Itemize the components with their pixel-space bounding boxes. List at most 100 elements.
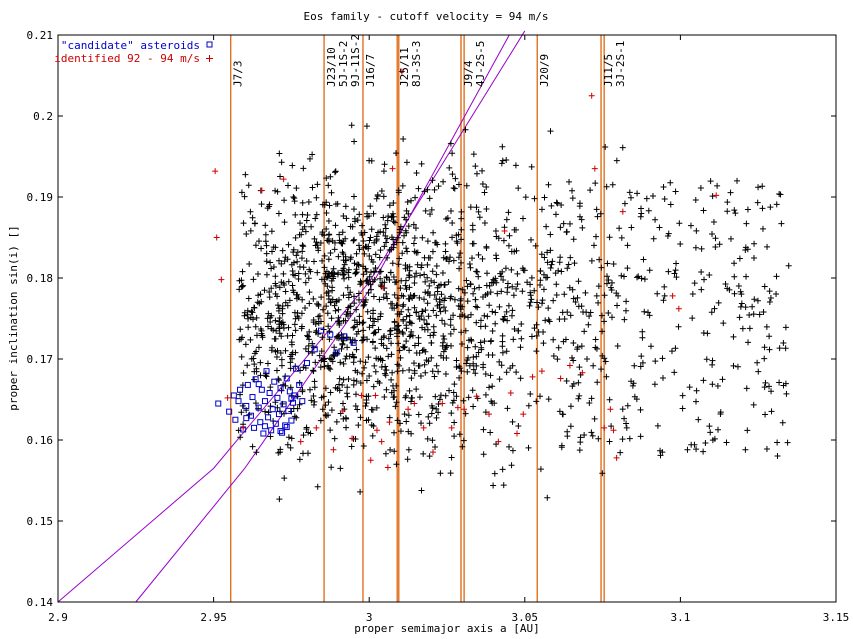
resonance-label: J7/3	[232, 61, 245, 88]
candidate-point	[226, 408, 233, 415]
identified-point	[591, 165, 598, 172]
plot-frame	[57, 34, 837, 603]
resonance-label: 5J-1S-2	[337, 41, 350, 87]
resonance-label: J20/9	[538, 54, 551, 87]
candidate-point	[263, 368, 270, 375]
candidate-point	[255, 404, 262, 411]
identified-point	[389, 165, 396, 172]
y-tick-label: 0.19	[27, 191, 54, 204]
candidate-point	[235, 398, 242, 405]
candidate-point	[283, 424, 290, 431]
identified-point	[386, 419, 393, 426]
candidate-point	[269, 406, 276, 413]
identified-asteroids-series	[212, 68, 720, 471]
identified-point	[448, 424, 455, 431]
identified-point	[507, 390, 514, 397]
identified-point	[358, 392, 365, 399]
candidate-point	[289, 399, 296, 406]
identified-point	[538, 368, 545, 375]
identified-point	[224, 394, 231, 401]
identified-point	[439, 400, 446, 407]
resonance-label: 4J-2S-5	[474, 41, 487, 87]
candidate-point	[279, 429, 286, 436]
identified-point	[520, 411, 527, 418]
x-tick-label: 3.1	[670, 611, 690, 624]
identified-point	[579, 369, 586, 376]
candidate-point	[288, 395, 295, 402]
identified-point	[420, 424, 427, 431]
y-axis-label: proper inclination sin(i) []	[7, 225, 20, 410]
candidate-point	[283, 375, 290, 382]
identified-point	[297, 438, 304, 445]
x-axis-label: proper semimajor axis a [AU]	[354, 622, 539, 635]
candidate-point	[311, 346, 318, 353]
candidate-point	[277, 428, 284, 435]
candidate-point	[251, 424, 258, 431]
identified-point	[613, 454, 620, 461]
identified-point	[473, 393, 480, 400]
resonance-labels: J7/3 J23/10 5J-1S-2 9J-11S-2 J16/7 J25/11 8J-3…	[232, 34, 627, 87]
x-tick-label: 3	[366, 611, 373, 624]
candidate-point	[230, 392, 237, 399]
resonance-label: 8J-3S-3	[410, 41, 423, 87]
candidate-point	[243, 415, 250, 422]
candidate-point	[243, 402, 250, 409]
y-tick-label: 0.16	[27, 434, 54, 447]
candidate-point	[232, 416, 239, 423]
y-tick-label: 0.17	[27, 353, 54, 366]
identified-point	[367, 457, 374, 464]
candidate-point	[265, 414, 272, 421]
identified-point	[258, 187, 265, 194]
boundary-curve	[135, 34, 510, 603]
identified-point	[349, 435, 356, 442]
candidate-point	[291, 392, 298, 399]
identified-point	[405, 406, 412, 413]
candidate-point	[237, 386, 244, 393]
resonance-label: J23/10	[325, 47, 338, 87]
identified-point	[495, 438, 502, 445]
candidate-point	[293, 365, 300, 372]
identified-point	[514, 430, 521, 437]
background-markers	[235, 122, 792, 503]
identified-point	[378, 438, 385, 445]
identified-point	[461, 406, 468, 413]
identified-point	[339, 407, 346, 414]
identified-point	[218, 276, 225, 283]
identified-point	[669, 292, 676, 299]
legend: "candidate" asteroids identified 92 - 94…	[54, 39, 213, 65]
identified-point	[566, 362, 573, 369]
identified-point	[372, 392, 379, 399]
identified-point	[486, 411, 493, 418]
candidate-point	[350, 339, 357, 346]
resonance-label: J16/7	[364, 54, 377, 87]
y-tick-label: 0.14	[27, 596, 54, 609]
legend-square-marker	[206, 41, 213, 48]
y-axis-ticks: 0.14 0.15 0.16 0.17 0.18 0.19 0.2 0.21	[27, 29, 836, 609]
identified-point	[610, 427, 617, 434]
candidate-point	[282, 422, 289, 429]
background-asteroids	[235, 122, 792, 503]
identified-point	[588, 92, 595, 99]
identified-point	[212, 168, 219, 175]
candidate-point	[288, 417, 295, 424]
resonance-label: J25/11	[398, 47, 411, 87]
identified-point	[501, 228, 508, 235]
candidate-point	[255, 381, 262, 388]
candidate-point	[275, 411, 282, 418]
legend-label-candidates: "candidate" asteroids	[61, 39, 200, 52]
candidate-point	[244, 381, 251, 388]
candidate-point	[333, 349, 340, 356]
candidate-point	[327, 331, 334, 338]
identified-point	[675, 305, 682, 312]
identified-point	[380, 284, 387, 291]
candidate-point	[296, 381, 303, 388]
candidate-point	[274, 394, 281, 401]
identified-point	[529, 373, 536, 380]
legend-label-identified: identified 92 - 94 m/s	[54, 52, 200, 65]
identified-point	[429, 449, 436, 456]
candidate-point	[215, 400, 222, 407]
candidate-point	[286, 388, 293, 395]
resonance-label: 9J-11S-2	[349, 34, 362, 87]
